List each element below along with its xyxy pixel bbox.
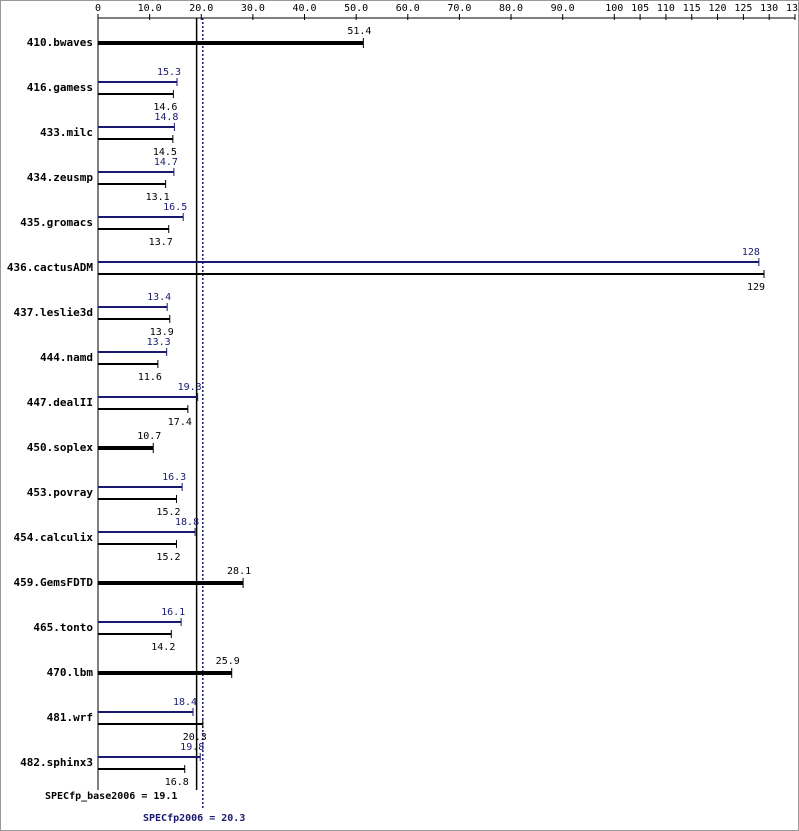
category-label: 436.cactusADM [7, 261, 93, 274]
x-tick-label: 0 [95, 3, 101, 14]
category-label: 465.tonto [33, 621, 93, 634]
x-tick-label: 60.0 [396, 3, 420, 14]
value-label: 25.9 [216, 656, 240, 667]
base-value-label: 13.7 [149, 237, 173, 248]
category-label: 435.gromacs [20, 216, 93, 229]
base-value-label: 14.2 [151, 642, 175, 653]
bar [98, 41, 364, 45]
peak-value-label: 19.8 [180, 742, 204, 753]
base-value-label: 15.2 [156, 552, 180, 563]
x-tick-label: 120 [709, 3, 727, 14]
category-label: 444.namd [40, 351, 93, 364]
category-label: 482.sphinx3 [20, 756, 93, 769]
peak-value-label: 14.8 [154, 112, 178, 123]
x-tick-label: 50.0 [344, 3, 368, 14]
peak-value-label: 13.4 [147, 292, 171, 303]
peak-value-label: 14.7 [154, 157, 178, 168]
peak-value-label: 15.3 [157, 67, 181, 78]
category-label: 410.bwaves [27, 36, 93, 49]
bar [98, 581, 244, 585]
peak-mean-label: SPECfp2006 = 20.3 [143, 813, 245, 824]
x-tick-label: 10.0 [138, 3, 162, 14]
category-label: 433.milc [40, 126, 93, 139]
category-label: 450.soplex [27, 441, 94, 454]
x-tick-label: 20.0 [189, 3, 213, 14]
category-label: 470.lbm [47, 666, 94, 679]
peak-value-label: 16.3 [162, 472, 186, 483]
category-label: 447.dealII [27, 396, 93, 409]
peak-value-label: 19.3 [178, 382, 202, 393]
category-label: 454.calculix [14, 531, 94, 544]
base-value-label: 14.6 [153, 102, 177, 113]
value-label: 10.7 [137, 431, 161, 442]
base-value-label: 13.9 [150, 327, 174, 338]
bar [98, 446, 154, 450]
peak-value-label: 18.8 [175, 517, 199, 528]
category-label: 459.GemsFDTD [14, 576, 94, 589]
x-tick-label: 135 [786, 3, 799, 14]
base-value-label: 16.8 [165, 777, 189, 788]
category-label: 481.wrf [47, 711, 93, 724]
peak-value-label: 18.4 [173, 697, 197, 708]
category-label: 434.zeusmp [27, 171, 94, 184]
x-tick-label: 130 [760, 3, 778, 14]
base-value-label: 20.3 [183, 732, 207, 743]
x-tick-label: 70.0 [447, 3, 471, 14]
x-tick-label: 115 [683, 3, 701, 14]
peak-value-label: 16.5 [163, 202, 187, 213]
x-tick-label: 90.0 [551, 3, 575, 14]
x-tick-label: 100 [605, 3, 623, 14]
base-value-label: 13.1 [146, 192, 170, 203]
base-value-label: 15.2 [156, 507, 180, 518]
x-tick-label: 110 [657, 3, 675, 14]
base-value-label: 17.4 [168, 417, 192, 428]
base-value-label: 129 [747, 282, 765, 293]
bar [98, 671, 232, 675]
category-label: 437.leslie3d [14, 306, 93, 319]
category-label: 453.povray [27, 486, 94, 499]
value-label: 28.1 [227, 566, 251, 577]
peak-value-label: 128 [742, 247, 760, 258]
peak-value-label: 16.1 [161, 607, 185, 618]
peak-value-label: 13.3 [147, 337, 171, 348]
x-tick-label: 80.0 [499, 3, 523, 14]
base-mean-label: SPECfp_base2006 = 19.1 [45, 791, 177, 802]
x-tick-label: 40.0 [292, 3, 316, 14]
category-label: 416.gamess [27, 81, 93, 94]
value-label: 51.4 [347, 26, 371, 37]
base-value-label: 14.5 [153, 147, 177, 158]
x-tick-label: 105 [631, 3, 649, 14]
x-tick-label: 30.0 [241, 3, 265, 14]
x-tick-label: 125 [734, 3, 752, 14]
base-value-label: 11.6 [138, 372, 162, 383]
